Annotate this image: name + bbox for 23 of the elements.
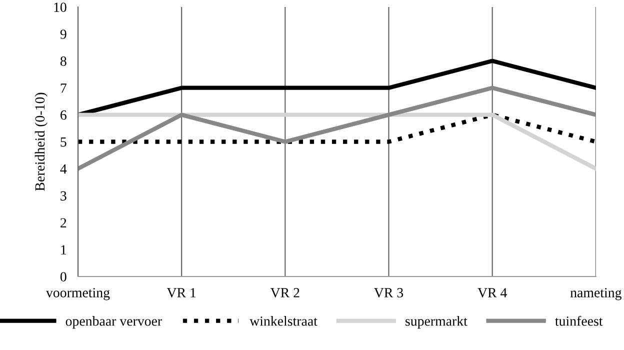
y-tick-label: 7 — [60, 84, 66, 93]
x-tick-label: VR 4 — [478, 288, 507, 298]
legend-label: openbaar vervoer — [66, 316, 162, 329]
x-tick-label: nameting — [570, 288, 622, 300]
y-tick-label: 1 — [61, 245, 66, 254]
legend-label: supermarkt — [406, 316, 468, 329]
y-tick-label: 3 — [60, 191, 66, 201]
y-tick-label: 9 — [60, 30, 66, 39]
legend-label: tuinfeest — [555, 316, 603, 326]
y-tick-label: 8 — [60, 56, 66, 66]
x-tick-label: VR 1 — [166, 288, 196, 298]
y-tick-label: 0 — [60, 272, 66, 282]
x-tick-label: voormeting — [46, 288, 110, 300]
x-tick-label: VR 2 — [270, 288, 300, 298]
y-tick-label: 2 — [60, 218, 66, 228]
y-axis-title: Bereidheid (0-10) — [34, 92, 48, 191]
line-series — [78, 86, 596, 171]
y-tick-label: 5 — [60, 137, 66, 147]
y-tick-label: 4 — [60, 164, 67, 174]
y-tick-label: 10 — [54, 2, 66, 12]
y-tick-label: 6 — [60, 110, 66, 120]
x-tick-label: VR 3 — [374, 288, 404, 298]
legend-label: winkelstraat — [250, 316, 318, 326]
